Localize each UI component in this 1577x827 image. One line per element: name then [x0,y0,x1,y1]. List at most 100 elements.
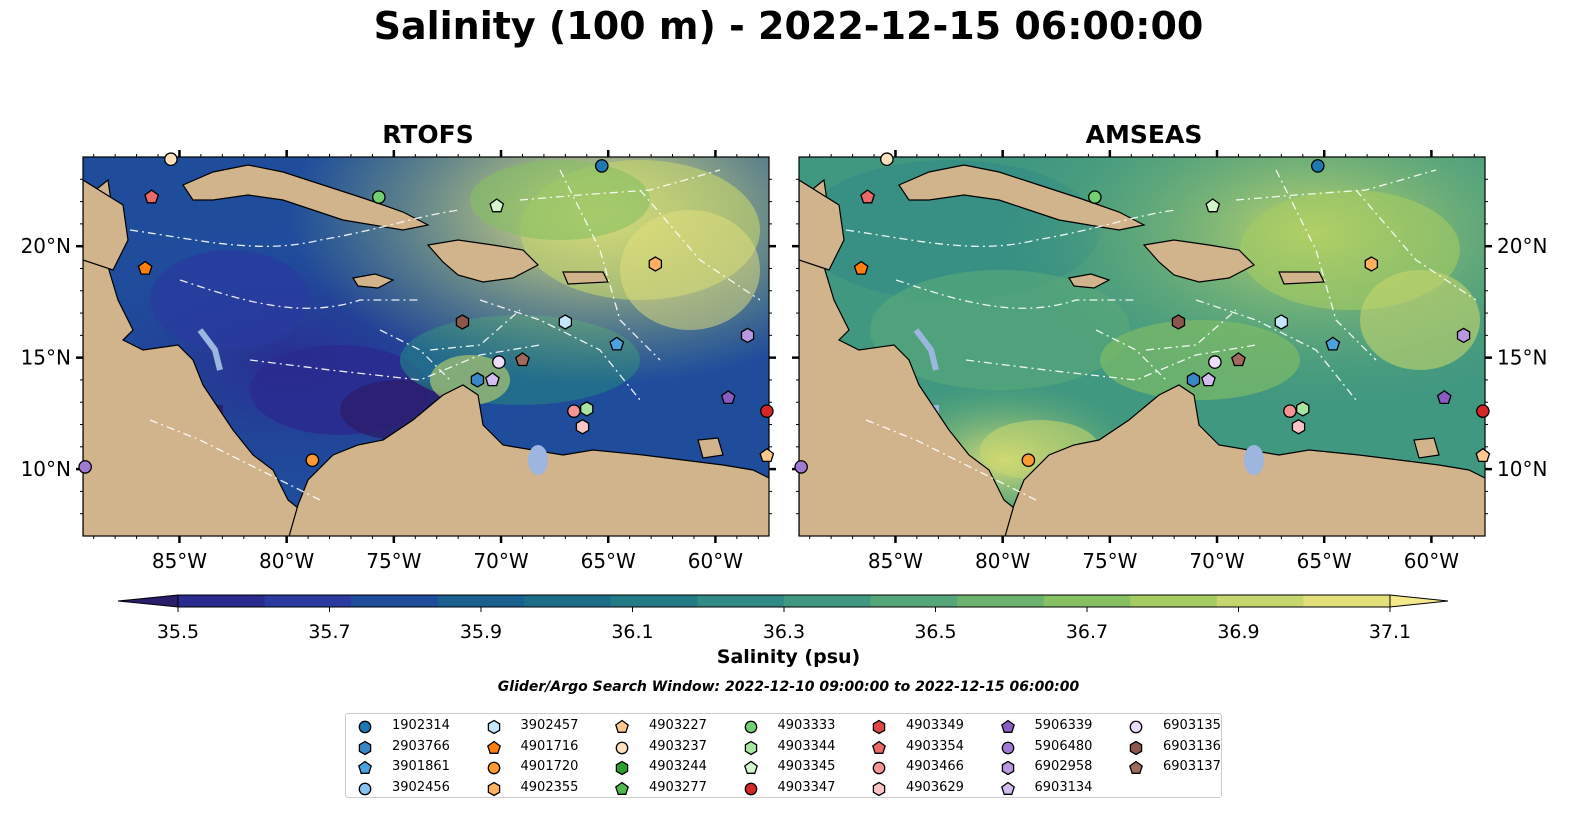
legend-marker [744,720,757,734]
legend-item: 4903354 [863,737,988,758]
legend-marker [615,719,629,733]
legend-label: 4902355 [520,779,579,795]
legend-label: 4903227 [649,718,707,733]
legend-marker [1000,719,1015,733]
obs-marker-4901720 [1021,453,1036,468]
colorbar-tick-label: 35.5 [157,621,199,643]
search-window-text: Glider/Argo Search Window: 2022-12-10 09… [497,679,1080,695]
colorbar-swatch [1130,595,1218,607]
obs-marker-4903466 [567,404,581,418]
lon-tick-label: 60°W [1404,549,1459,573]
lat-tick-label: 20°N [21,234,71,258]
circle-icon [1001,741,1014,754]
legend-marker [487,719,500,735]
colorbar-tick-label: 35.9 [460,621,502,643]
pentagon-icon [615,719,629,733]
obs-marker-6902958 [1456,327,1471,344]
hexagon-icon [744,740,757,755]
legend-label: 6903136 [1163,738,1221,754]
hexagon-icon [872,781,886,796]
legend-label: 3901861 [392,759,450,774]
colorbar-extend-min [117,594,179,608]
legend-item: 4903466 [863,757,988,778]
legend-marker [615,760,629,776]
obs-marker-4903344 [580,401,594,417]
obs-marker-3901861 [1325,336,1341,351]
hexagon-icon [1001,760,1014,776]
legend-column: 5906339 5906480 6902958 6903134 [992,716,1117,798]
legend-marker [487,781,500,796]
legend-item: 4903347 [735,778,860,799]
obs-marker-4902355 [648,256,663,272]
colorbar-swatch [524,595,612,607]
legend-item: 5906480 [992,737,1117,758]
lon-tick-label: 70°W [473,549,528,573]
obs-marker-4902355 [1364,256,1379,272]
obs-marker-4903347 [1476,404,1490,418]
circle-icon [487,761,500,775]
legend-marker [358,782,372,795]
colorbar [117,594,1449,608]
legend-item: 3902456 [349,778,474,799]
obs-marker-6903137 [1231,352,1246,367]
colorbar-swatch [437,595,525,607]
legend-marker [744,782,757,795]
legend-item: 4903349 [863,716,988,737]
obs-marker-4903333 [372,190,386,204]
legend-item: 4903345 [735,757,860,778]
legend-marker [743,760,758,774]
legend-marker [615,781,629,795]
hexagon-icon [358,740,372,755]
legend-label: 4901716 [520,738,579,754]
pentagon-icon [1000,719,1015,733]
legend-label: 3902456 [392,779,450,795]
obs-marker-4903237 [880,152,894,167]
obs-marker-4903347 [760,404,774,418]
obs-marker-4901720 [305,453,320,468]
legend-label: 4903344 [777,738,836,754]
obs-marker-4903629 [575,419,590,435]
legend-item: 6903135 [1120,716,1245,737]
lat-tick-label: 20°N [1497,234,1547,258]
legend-marker [358,740,372,755]
legend-column: 6903135 6903136 6903137 [1120,716,1245,778]
hexagon-icon [1129,740,1143,755]
panel-title-amseas: AMSEAS [1085,120,1203,149]
legend-label: 4903354 [906,738,964,754]
obs-marker-4901716 [853,260,869,275]
legend-item: 6903136 [1120,737,1245,758]
legend-label: 4903333 [777,718,836,733]
legend-item: 6902958 [992,757,1117,778]
lon-tick-label: 65°W [581,549,636,573]
lon-tick-label: 80°W [259,549,314,573]
legend-label: 2903766 [392,738,450,754]
colorbar-tick-label: 36.3 [763,621,805,643]
obs-marker-6903136 [1171,314,1186,330]
legend-label: 4903629 [906,779,964,795]
circle-icon [358,782,372,795]
legend-label: 4903466 [906,759,964,774]
obs-marker-3902457 [1274,314,1289,330]
legend-label: 1902314 [392,718,450,733]
legend-column: 1902314 2903766 3901861 3902456 [349,716,474,798]
legend-label: 3902457 [520,718,579,733]
legend-label: 5906480 [1034,738,1093,754]
obs-marker-6902958 [740,327,755,344]
legend-marker [1129,740,1143,755]
legend-label: 6902958 [1034,759,1093,774]
legend-marker [1001,741,1014,754]
pentagon-icon [872,740,886,754]
obs-marker-4903344 [1296,401,1310,417]
obs-marker-5906480 [794,460,808,474]
legend-marker [486,740,501,754]
circle-icon [872,761,886,775]
legend-item: 5906339 [992,716,1117,737]
legend-item: 3902457 [478,716,603,737]
obs-marker-5906339 [1436,389,1452,405]
legend-marker [487,761,500,775]
lat-tick-label: 15°N [21,346,71,370]
legend-marker [1000,781,1015,795]
colorbar-swatch [870,595,958,607]
colorbar-swatch [610,595,698,607]
colorbar-swatch [1043,595,1131,607]
